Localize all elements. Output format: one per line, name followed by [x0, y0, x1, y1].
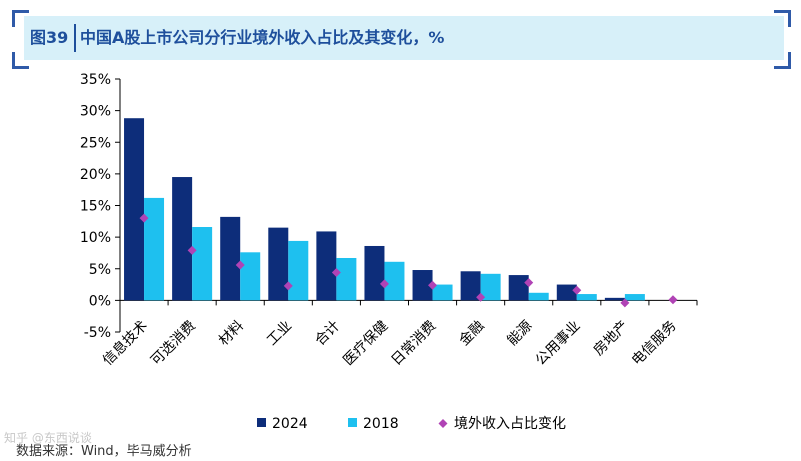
x-category-label: 金融: [456, 318, 487, 349]
bar-2024: [316, 231, 337, 301]
y-tick-label: 30%: [80, 104, 111, 120]
x-category-label: 材料: [216, 318, 247, 349]
change-marker: [668, 295, 678, 305]
chart-title: 中国A股上市公司分行业境外收入占比及其变化，%: [80, 28, 445, 47]
bar-2018: [288, 240, 309, 301]
bar-2024: [124, 118, 145, 301]
legend-label: 2024: [272, 416, 308, 432]
change-marker: [187, 245, 197, 255]
legend-label: 境外收入占比变化: [454, 416, 566, 432]
bar-2018: [480, 273, 501, 301]
bar-2024: [220, 216, 241, 301]
legend-swatch: [257, 418, 266, 427]
change-marker: [283, 281, 293, 291]
bar-2018: [240, 252, 261, 301]
change-marker: [331, 268, 341, 278]
bar-2018: [624, 294, 645, 301]
bar-2018: [384, 261, 405, 301]
bar-2018: [336, 257, 357, 301]
bar-2024: [364, 245, 385, 301]
bar-2024: [172, 177, 193, 301]
x-category-label: 工业: [264, 318, 295, 349]
bar-2024: [604, 297, 625, 301]
bar-2024: [508, 275, 529, 301]
bar-2024: [460, 271, 481, 301]
bar-2024: [556, 284, 577, 301]
title-band: [24, 16, 784, 60]
y-tick-label: 35%: [80, 72, 111, 88]
frame-corner-bottom-right: [774, 52, 791, 69]
legend-swatch: [438, 419, 448, 428]
change-marker: [524, 278, 534, 288]
x-category-label: 医疗保健: [340, 318, 391, 369]
change-marker: [379, 279, 389, 289]
frame-corner-top-right: [774, 10, 791, 27]
change-marker: [235, 260, 245, 270]
x-category-label: 公用事业: [533, 318, 584, 369]
y-tick-label: 25%: [80, 135, 111, 151]
x-category-label: 可选消费: [148, 318, 199, 369]
legend-label: 2018: [363, 416, 399, 432]
change-marker: [620, 298, 630, 308]
source-note: 数据来源：Wind，毕马威分析: [16, 444, 192, 459]
x-category-label: 合计: [312, 318, 343, 349]
bar-2024: [268, 227, 289, 301]
legend-swatch: [348, 418, 357, 427]
x-category-label: 房地产: [591, 318, 632, 359]
bar-2018: [528, 292, 549, 301]
frame-corner-bottom-left: [12, 52, 29, 69]
change-marker: [572, 285, 582, 295]
bar-2018: [432, 284, 453, 301]
y-tick-label: 5%: [89, 262, 111, 278]
y-tick-label: 15%: [80, 199, 111, 215]
y-tick-label: 10%: [80, 230, 111, 246]
y-tick-label: 0%: [89, 293, 111, 309]
x-category-label: 日常消费: [388, 318, 439, 369]
y-tick-label: 20%: [80, 167, 111, 183]
y-tick-label: -5%: [84, 325, 111, 341]
bar-2018: [144, 197, 165, 301]
x-category-label: 电信服务: [629, 318, 680, 369]
change-marker: [428, 280, 438, 290]
change-marker: [476, 292, 486, 302]
watermark: 知乎 @东西说谈: [4, 431, 92, 445]
bar-2018: [192, 227, 213, 301]
bar-2018: [576, 294, 597, 301]
frame-corner-top-left: [12, 10, 29, 27]
bar-2024: [412, 270, 433, 301]
figure-number: 图39: [30, 24, 77, 52]
change-marker: [139, 213, 149, 223]
x-category-label: 能源: [504, 318, 535, 349]
